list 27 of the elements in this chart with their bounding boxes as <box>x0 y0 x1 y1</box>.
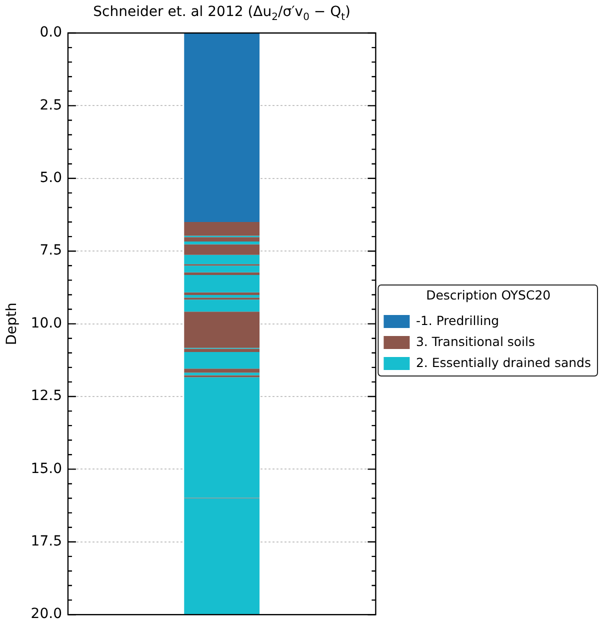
bar <box>184 272 260 275</box>
bar <box>184 295 260 298</box>
bar <box>184 33 260 222</box>
y-axis-title: Depth <box>4 302 20 346</box>
y-tick-label: 17.5 <box>30 534 62 550</box>
y-tick-label: 0.0 <box>40 24 62 41</box>
bar <box>184 244 260 255</box>
y-tick-label: 12.5 <box>30 388 62 404</box>
legend-label: -1. Predrilling <box>416 312 500 328</box>
legend-title: Description OYSC20 <box>426 288 551 302</box>
y-tick-label: 10.0 <box>30 315 62 332</box>
y-tick-label: 2.5 <box>40 97 62 114</box>
bar <box>184 352 260 369</box>
legend-label: 3. Transitional soils <box>416 334 536 349</box>
y-tick-label: 5.0 <box>40 170 62 186</box>
legend-label: 2. Essentially drained sands <box>416 354 592 370</box>
y-tick-label: 15.0 <box>30 460 62 477</box>
bar <box>184 312 260 348</box>
bar <box>184 372 260 376</box>
bar <box>184 274 260 292</box>
y-tick-label: 20.0 <box>30 606 62 622</box>
bar <box>184 242 260 244</box>
chart-title: Schneider et. al 2012 (Δu$_{2}$/σ′v$_{0}$ − Q$_{t}$) <box>93 4 350 23</box>
y-tick-label: 7.5 <box>40 242 62 259</box>
bar <box>184 292 260 296</box>
bar <box>184 368 260 373</box>
bar <box>184 300 260 312</box>
